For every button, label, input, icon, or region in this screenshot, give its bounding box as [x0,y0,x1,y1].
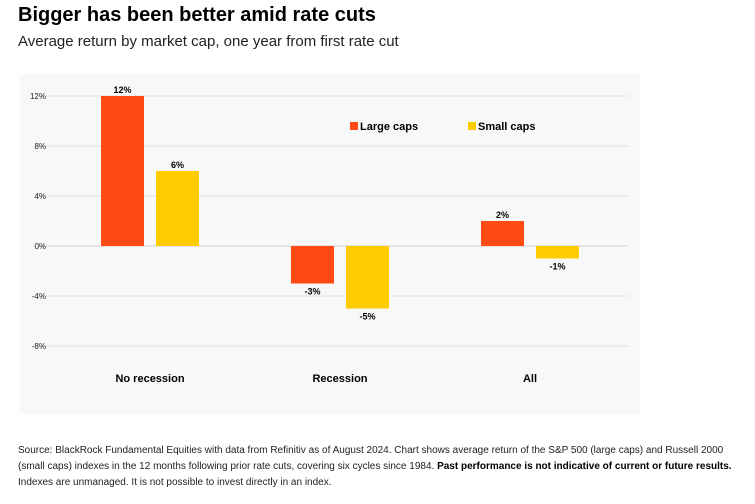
y-tick-label: 0% [34,242,46,251]
bar-small-caps [346,246,389,309]
bar-large-caps [101,96,144,246]
chart-area: 12% 8% 4% 0% -4% -8% 12% 6% No recession -3% -5% Re… [20,74,640,414]
bar-chart: 12% 8% 4% 0% -4% -8% 12% 6% No recession -3% -5% Re… [30,85,628,385]
x-tick-label: All [523,373,537,385]
y-tick-label: 8% [34,142,46,151]
y-tick-label: -8% [32,342,46,351]
legend-label: Large caps [360,121,418,133]
bar-large-caps [481,221,524,246]
y-tick-label: 12% [30,92,46,101]
chart-subtitle: Average return by market cap, one year f… [18,33,399,50]
source-text-end: Indexes are unmanaged. It is not possibl… [18,477,332,488]
data-label: -5% [359,312,375,322]
source-text: Source: BlackRock Fundamental Equities w… [18,445,724,472]
y-tick-label: -4% [32,292,46,301]
bar-small-caps [156,171,199,246]
data-label: -3% [304,287,320,297]
bar-large-caps [291,246,334,284]
data-label: 6% [171,160,184,170]
bar-small-caps [536,246,579,259]
legend-label: Small caps [478,121,535,133]
data-label: -1% [549,262,565,272]
legend-swatch [350,122,358,130]
x-tick-label: No recession [115,373,184,385]
x-tick-label: Recession [312,373,367,385]
y-tick-label: 4% [34,192,46,201]
data-label: 2% [496,210,509,220]
data-label: 12% [113,85,131,95]
legend-swatch [468,122,476,130]
chart-title: Bigger has been better amid rate cuts [18,4,376,26]
source-note: Source: BlackRock Fundamental Equities w… [18,443,736,491]
source-disclaimer: Past performance is not indicative of cu… [437,461,732,472]
